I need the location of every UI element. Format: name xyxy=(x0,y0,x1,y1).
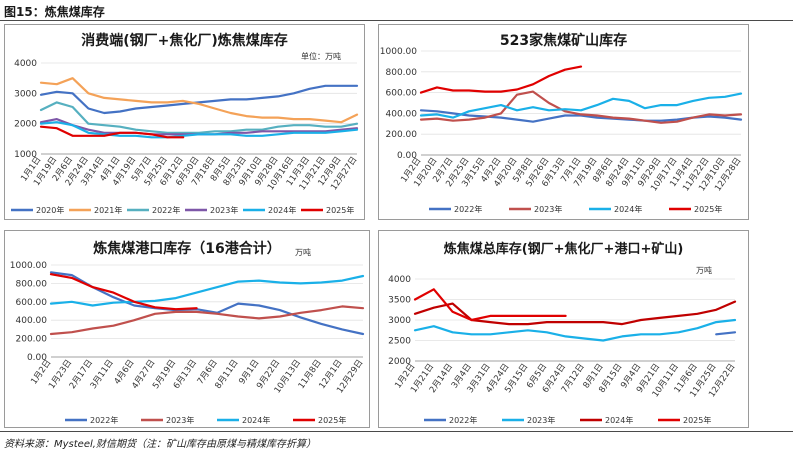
y-tick-label: 2500 xyxy=(388,337,411,347)
legend-label: 2023年 xyxy=(166,415,194,425)
y-tick-label: 600.00 xyxy=(386,89,418,99)
y-tick-label: 400.00 xyxy=(16,316,48,326)
chart-port-inventory: 炼焦煤港口库存（16港合计） 万吨 0.00 200.00 400.00 600.00 80… xyxy=(10,240,366,425)
y-tick-label: 3500 xyxy=(388,296,411,306)
y-tick-label: 600.00 xyxy=(16,298,48,308)
chart-title: 炼焦煤港口库存（16港合计） xyxy=(93,240,280,257)
chart-title: 消费端(钢厂+焦化厂)炼焦煤库存 xyxy=(81,32,288,49)
legend-label: 2022年 xyxy=(454,204,482,214)
legend-label: 2023年 xyxy=(210,205,238,215)
chart-panel-port-inventory: 炼焦煤港口库存（16港合计） 万吨 0.00 200.00 400.00 600.00 80… xyxy=(4,230,370,428)
title-rule xyxy=(0,20,793,21)
y-tick-label: 4000 xyxy=(388,275,411,285)
chart-total-inventory: 炼焦煤总库存(钢厂+焦化厂+港口+矿山) 万吨 2000 2500 3000 3500 40… xyxy=(388,241,737,425)
y-tick-label: 400.00 xyxy=(386,109,418,119)
legend-label: 2021年 xyxy=(94,205,122,215)
source-rule xyxy=(0,431,793,432)
series-line xyxy=(413,288,567,322)
series-line xyxy=(39,84,359,115)
legend-label: 2024年 xyxy=(614,204,642,214)
legend-label: 2024年 xyxy=(242,415,270,425)
y-tick-label: 1000 xyxy=(14,150,37,160)
series-line xyxy=(49,273,198,311)
series-line xyxy=(419,65,583,94)
legend-label: 2022年 xyxy=(152,205,180,215)
legend-label: 2025年 xyxy=(326,205,354,215)
chart-panel-consumer-inventory: 消费端(钢厂+焦化厂)炼焦煤库存 单位：万吨 1000 2000 3000 4000 1月1… xyxy=(4,24,365,220)
unit-label: 单位：万吨 xyxy=(301,51,341,61)
legend-label: 2025年 xyxy=(694,204,722,214)
chart-mine-inventory: 523家焦煤矿山库存 0.00 200.00 400.00 600.00 800.00 10… xyxy=(380,32,744,214)
series-line xyxy=(413,318,737,342)
y-tick-label: 2000 xyxy=(388,357,411,367)
legend-label: 2023年 xyxy=(527,415,555,425)
series-line xyxy=(39,77,359,124)
figure-title: 图15：炼焦煤库存 xyxy=(4,5,105,19)
series-line xyxy=(413,300,737,326)
legend-label: 2025年 xyxy=(318,415,346,425)
series-line xyxy=(39,125,185,139)
chart-title: 炼焦煤总库存(钢厂+焦化厂+港口+矿山) xyxy=(444,241,684,257)
y-tick-label: 1000.00 xyxy=(380,47,417,57)
series-line xyxy=(715,331,737,336)
legend-label: 2024年 xyxy=(605,415,633,425)
y-tick-label: 0.00 xyxy=(27,353,47,363)
legend-label: 2020年 xyxy=(36,205,64,215)
y-tick-label: 4000 xyxy=(14,59,37,69)
y-tick-label: 2000 xyxy=(14,120,37,130)
y-tick-label: 3000 xyxy=(14,89,37,99)
series-line xyxy=(49,305,365,336)
series-line xyxy=(419,90,743,124)
chart-consumer-inventory: 消费端(钢厂+焦化厂)炼焦煤库存单位：万吨10002000300040001月1… xyxy=(11,32,359,215)
y-tick-label: 0.00 xyxy=(397,151,417,161)
series-line xyxy=(39,101,359,134)
chart-panel-mine-inventory: 523家焦煤矿山库存 0.00 200.00 400.00 600.00 800.00 10… xyxy=(378,24,749,220)
unit-label: 万吨 xyxy=(295,247,311,257)
y-tick-label: 1000.00 xyxy=(10,261,47,271)
legend-label: 2024年 xyxy=(268,205,296,215)
chart-title: 523家焦煤矿山库存 xyxy=(500,32,627,49)
legend-label: 2023年 xyxy=(534,204,562,214)
series-line xyxy=(419,92,743,119)
y-tick-label: 200.00 xyxy=(386,130,418,140)
unit-label: 万吨 xyxy=(696,265,712,275)
y-tick-label: 3000 xyxy=(388,316,411,326)
series-line xyxy=(39,121,359,139)
series-line xyxy=(49,271,365,336)
y-tick-label: 200.00 xyxy=(16,335,48,345)
y-tick-label: 800.00 xyxy=(386,68,418,78)
legend-label: 2022年 xyxy=(90,415,118,425)
source-note: 资料来源：Mysteel,财信期货（注：矿山库存由原煤与精煤库存折算） xyxy=(4,439,316,450)
y-tick-label: 800.00 xyxy=(16,279,48,289)
series-line xyxy=(49,274,365,307)
legend-label: 2025年 xyxy=(683,415,711,425)
legend-label: 2022年 xyxy=(449,415,477,425)
chart-panel-total-inventory: 炼焦煤总库存(钢厂+焦化厂+港口+矿山) 万吨 2000 2500 3000 3500 40… xyxy=(378,230,749,428)
